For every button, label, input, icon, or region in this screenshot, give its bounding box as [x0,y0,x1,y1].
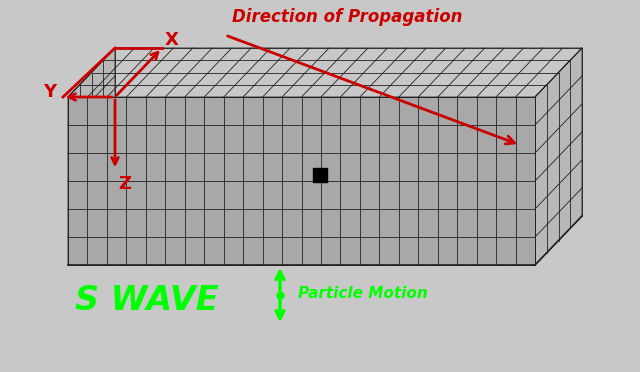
Text: Z: Z [118,175,131,193]
Polygon shape [68,48,115,265]
Polygon shape [68,48,582,97]
Text: Direction of Propagation: Direction of Propagation [232,8,463,26]
Text: Y: Y [43,83,56,101]
Polygon shape [535,48,582,265]
Bar [313,168,327,182]
Text: Particle Motion: Particle Motion [298,286,428,301]
Text: X: X [165,31,179,49]
Polygon shape [68,97,535,265]
Text: S WAVE: S WAVE [75,284,218,317]
